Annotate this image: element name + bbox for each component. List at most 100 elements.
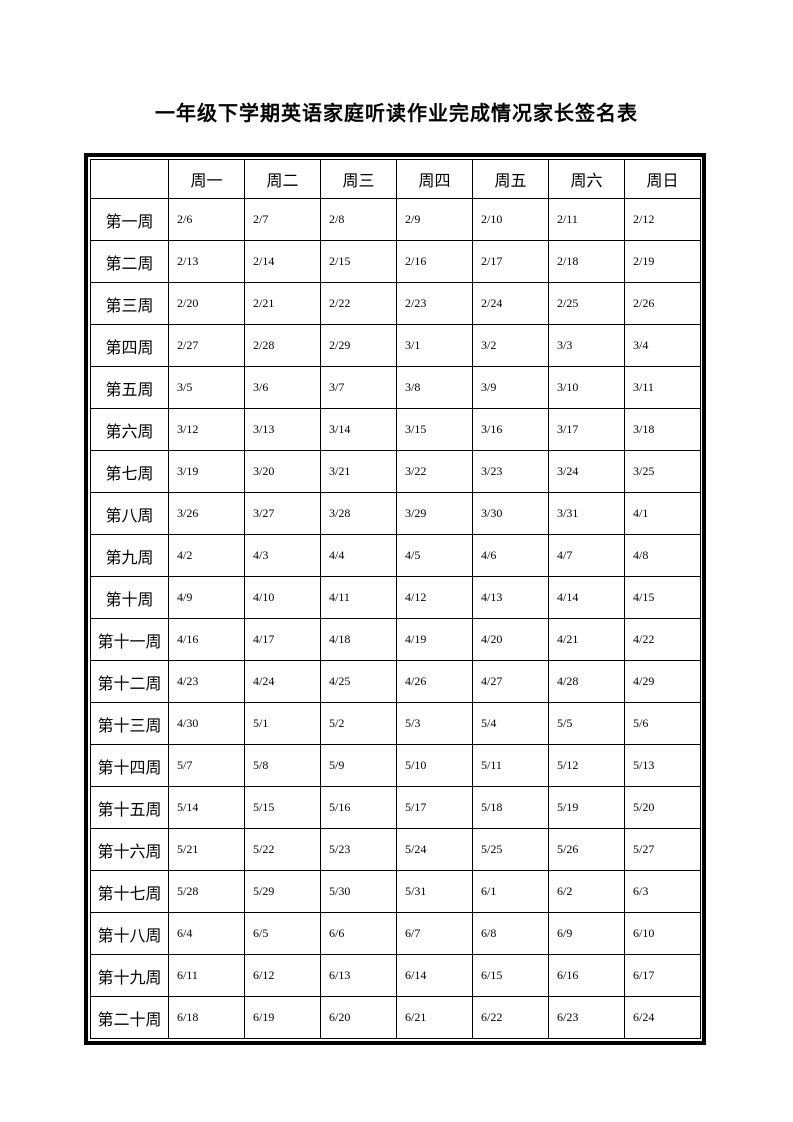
date-cell: 3/18 (624, 408, 701, 451)
date-cell: 4/17 (244, 618, 321, 661)
date-cell: 3/23 (472, 450, 549, 493)
date-cell: 5/3 (396, 702, 473, 745)
date-cell: 3/19 (168, 450, 245, 493)
date-cell: 2/11 (548, 198, 625, 241)
date-cell: 6/21 (396, 996, 473, 1039)
date-cell: 4/29 (624, 660, 701, 703)
date-cell: 5/8 (244, 744, 321, 787)
date-cell: 2/23 (396, 282, 473, 325)
day-header-cell: 周一 (168, 159, 245, 199)
date-cell: 6/22 (472, 996, 549, 1039)
date-cell: 5/11 (472, 744, 549, 787)
date-cell: 6/4 (168, 912, 245, 955)
date-cell: 5/28 (168, 870, 245, 913)
date-cell: 5/22 (244, 828, 321, 871)
date-cell: 3/31 (548, 492, 625, 535)
date-cell: 5/18 (472, 786, 549, 829)
date-cell: 5/30 (320, 870, 397, 913)
week-label-cell: 第十二周 (90, 660, 169, 703)
date-cell: 5/25 (472, 828, 549, 871)
date-cell: 5/4 (472, 702, 549, 745)
date-cell: 4/10 (244, 576, 321, 619)
date-cell: 5/1 (244, 702, 321, 745)
date-cell: 4/26 (396, 660, 473, 703)
date-cell: 3/13 (244, 408, 321, 451)
date-cell: 2/24 (472, 282, 549, 325)
page-title: 一年级下学期英语家庭听读作业完成情况家长签名表 (155, 103, 638, 125)
date-cell: 2/19 (624, 240, 701, 283)
date-cell: 4/11 (320, 576, 397, 619)
date-cell: 2/16 (396, 240, 473, 283)
date-cell: 4/7 (548, 534, 625, 577)
date-cell: 5/5 (548, 702, 625, 745)
date-cell: 2/26 (624, 282, 701, 325)
date-cell: 3/15 (396, 408, 473, 451)
date-cell: 2/18 (548, 240, 625, 283)
week-row: 第十三周 4/30 5/1 5/2 5/3 5/4 5/5 5/6 (90, 702, 701, 745)
week-row: 第四周 2/27 2/28 2/29 3/1 3/2 3/3 3/4 (90, 324, 701, 367)
date-cell: 4/3 (244, 534, 321, 577)
date-cell: 2/6 (168, 198, 245, 241)
date-cell: 6/10 (624, 912, 701, 955)
date-cell: 5/15 (244, 786, 321, 829)
date-cell: 6/17 (624, 954, 701, 997)
week-label-cell: 第一周 (90, 198, 169, 241)
day-header-cell: 周三 (320, 159, 397, 199)
date-cell: 3/21 (320, 450, 397, 493)
date-cell: 4/9 (168, 576, 245, 619)
week-label-cell: 第十三周 (90, 702, 169, 745)
date-cell: 2/8 (320, 198, 397, 241)
date-cell: 2/21 (244, 282, 321, 325)
date-cell: 4/24 (244, 660, 321, 703)
date-cell: 4/14 (548, 576, 625, 619)
date-cell: 3/14 (320, 408, 397, 451)
day-header-cell: 周六 (548, 159, 625, 199)
date-cell: 2/25 (548, 282, 625, 325)
date-cell: 4/4 (320, 534, 397, 577)
week-row: 第七周 3/19 3/20 3/21 3/22 3/23 3/24 3/25 (90, 450, 701, 493)
week-row: 第六周 3/12 3/13 3/14 3/15 3/16 3/17 3/18 (90, 408, 701, 451)
signature-table: 周一 周二 周三 周四 周五 周六 周日 第一周 2/6 2/7 2/8 2/9 2/10… (90, 159, 701, 1039)
date-cell: 3/26 (168, 492, 245, 535)
date-cell: 5/7 (168, 744, 245, 787)
header-row: 周一 周二 周三 周四 周五 周六 周日 (90, 159, 701, 199)
week-row: 第十一周 4/16 4/17 4/18 4/19 4/20 4/21 4/22 (90, 618, 701, 661)
day-header-cell: 周二 (244, 159, 321, 199)
date-cell: 4/18 (320, 618, 397, 661)
date-cell: 6/23 (548, 996, 625, 1039)
date-cell: 4/1 (624, 492, 701, 535)
date-cell: 6/13 (320, 954, 397, 997)
date-cell: 4/8 (624, 534, 701, 577)
week-label-cell: 第三周 (90, 282, 169, 325)
date-cell: 6/8 (472, 912, 549, 955)
date-cell: 6/14 (396, 954, 473, 997)
week-row: 第十八周 6/4 6/5 6/6 6/7 6/8 6/9 6/10 (90, 912, 701, 955)
week-row: 第十周 4/9 4/10 4/11 4/12 4/13 4/14 4/15 (90, 576, 701, 619)
date-cell: 5/23 (320, 828, 397, 871)
week-label-cell: 第十六周 (90, 828, 169, 871)
week-row: 第二十周 6/18 6/19 6/20 6/21 6/22 6/23 6/24 (90, 996, 701, 1039)
date-cell: 3/10 (548, 366, 625, 409)
date-cell: 5/13 (624, 744, 701, 787)
date-cell: 2/28 (244, 324, 321, 367)
date-cell: 4/28 (548, 660, 625, 703)
date-cell: 3/3 (548, 324, 625, 367)
week-label-cell: 第十一周 (90, 618, 169, 661)
week-row: 第九周 4/2 4/3 4/4 4/5 4/6 4/7 4/8 (90, 534, 701, 577)
week-label-cell: 第六周 (90, 408, 169, 451)
week-row: 第十七周 5/28 5/29 5/30 5/31 6/1 6/2 6/3 (90, 870, 701, 913)
date-cell: 4/30 (168, 702, 245, 745)
week-row: 第十四周 5/7 5/8 5/9 5/10 5/11 5/12 5/13 (90, 744, 701, 787)
week-label-cell: 第八周 (90, 492, 169, 535)
date-cell: 6/16 (548, 954, 625, 997)
date-cell: 4/2 (168, 534, 245, 577)
date-cell: 3/28 (320, 492, 397, 535)
date-cell: 6/7 (396, 912, 473, 955)
date-cell: 2/27 (168, 324, 245, 367)
week-row: 第五周 3/5 3/6 3/7 3/8 3/9 3/10 3/11 (90, 366, 701, 409)
date-cell: 4/5 (396, 534, 473, 577)
week-label-cell: 第十五周 (90, 786, 169, 829)
date-cell: 5/21 (168, 828, 245, 871)
date-cell: 5/29 (244, 870, 321, 913)
date-cell: 6/11 (168, 954, 245, 997)
